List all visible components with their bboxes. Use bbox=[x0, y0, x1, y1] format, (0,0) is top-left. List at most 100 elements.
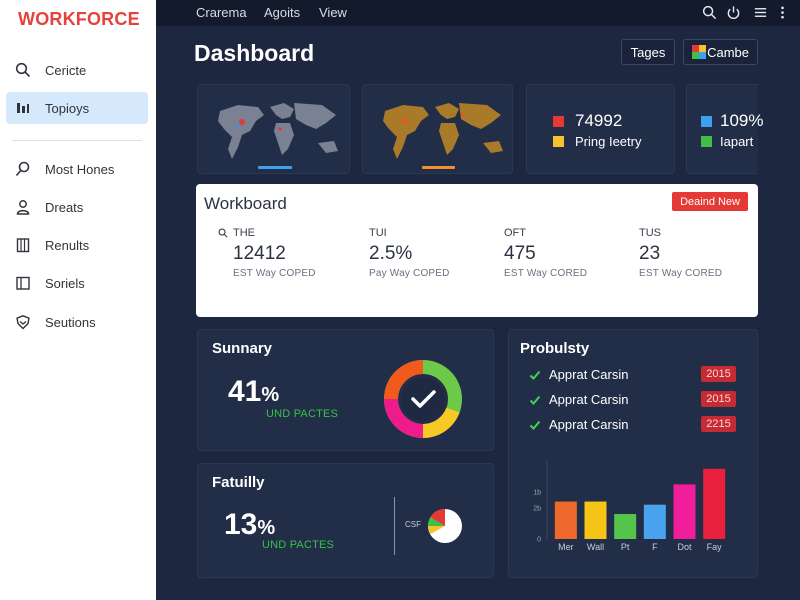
document-icon bbox=[14, 236, 32, 254]
summary-value: 41 bbox=[228, 375, 262, 408]
year-badge: 2015 bbox=[701, 391, 736, 407]
bar-mer bbox=[554, 501, 577, 539]
metric-label: THE bbox=[233, 227, 255, 239]
sidebar-item-label: Most Hones bbox=[45, 161, 115, 177]
tages-button[interactable]: Tages bbox=[621, 39, 675, 65]
stat-label: Iapart bbox=[720, 134, 754, 149]
workboard-panel: Workboard Deaind New THE 12412 EST Way C… bbox=[196, 184, 758, 317]
sidebar-item-label: Renults bbox=[45, 237, 90, 253]
workboard-metric: THE 12412 EST Way COPED bbox=[218, 226, 316, 279]
summary-unit: % bbox=[261, 384, 280, 406]
fatuilly-unit: % bbox=[257, 517, 276, 539]
bar-pt bbox=[614, 514, 637, 539]
search-icon bbox=[14, 160, 32, 178]
blue-square-icon bbox=[701, 115, 712, 127]
cambe-label: Cambe bbox=[707, 44, 749, 60]
summary-card: Sunnary 41% UND PACTES bbox=[197, 329, 494, 451]
fatuilly-pie-chart bbox=[428, 509, 462, 543]
yellow-square-icon bbox=[553, 136, 564, 147]
menu-crarema[interactable]: Crarema bbox=[196, 5, 247, 20]
metric-subtitle: EST Way CORED bbox=[504, 268, 588, 279]
fatuilly-subtitle: UND PACTES bbox=[262, 539, 335, 551]
sidebar-item-most-hones[interactable]: Most Hones bbox=[6, 153, 148, 185]
summary-donut-chart bbox=[384, 360, 462, 438]
metric-value: 475 bbox=[504, 243, 536, 264]
bar-f bbox=[643, 504, 666, 539]
probulsty-list-item[interactable]: Apprat Carsin bbox=[529, 392, 628, 407]
list-item-label: Apprat Carsin bbox=[549, 392, 629, 407]
x-tick-label: Fay bbox=[707, 542, 723, 552]
person-icon bbox=[14, 198, 32, 216]
x-tick-label: Wall bbox=[587, 542, 604, 552]
fatuilly-card: Fatuilly 13% UND PACTES CSF bbox=[197, 463, 494, 578]
menu-icon[interactable] bbox=[752, 4, 768, 20]
bar-wall bbox=[584, 501, 607, 539]
menu-view[interactable]: View bbox=[319, 5, 347, 20]
summary-subtitle: UND PACTES bbox=[266, 408, 339, 420]
pie-label: CSF bbox=[405, 520, 421, 529]
stat-card-left: 74992 Pring Ieetry bbox=[526, 84, 675, 174]
top-menu-bar bbox=[156, 0, 800, 26]
year-badge: 2215 bbox=[701, 416, 736, 432]
probulsty-bar-chart: 0 2b 1b Mer Wall Pt F Dot Fay bbox=[533, 461, 726, 552]
x-tick-label: F bbox=[652, 542, 658, 552]
workboard-metric: TUI 2.5% Pay Way COPED bbox=[369, 226, 450, 279]
list-item-label: Apprat Carsin bbox=[549, 417, 629, 432]
sidebar-item-label: Soriels bbox=[45, 275, 85, 291]
sidebar-item-label: Dreats bbox=[45, 199, 84, 215]
metric-value: 2.5% bbox=[369, 243, 413, 264]
workboard-title: Workboard bbox=[204, 194, 287, 213]
stat-value: 74992 bbox=[575, 111, 623, 130]
metric-value: 23 bbox=[639, 243, 661, 264]
metric-label: TUI bbox=[369, 227, 387, 239]
metric-subtitle: Pay Way COPED bbox=[369, 268, 450, 279]
cambe-button[interactable]: Cambe bbox=[683, 39, 758, 65]
shield-icon bbox=[14, 313, 32, 331]
search-icon bbox=[14, 61, 32, 79]
y-tick-label: 0 bbox=[537, 537, 541, 544]
x-tick-label: Dot bbox=[677, 542, 692, 552]
check-icon bbox=[529, 369, 541, 381]
sidebar: WORKFORCE Cericte Topioys Most Hones Dre… bbox=[0, 0, 156, 600]
sidebar-item-topioys[interactable]: Topioys bbox=[6, 92, 148, 124]
bar-dot bbox=[673, 484, 696, 539]
summary-percent: 41% bbox=[228, 375, 279, 409]
sidebar-item-soriels[interactable]: Soriels bbox=[6, 267, 148, 299]
metric-label-row: THE bbox=[218, 226, 316, 240]
probulsty-card: Probulsty Apprat Carsin 2015 Apprat Cars… bbox=[508, 329, 758, 578]
year-badge: 2015 bbox=[701, 366, 736, 382]
map-indicator bbox=[258, 166, 292, 169]
search-icon bbox=[218, 228, 228, 238]
stat-value-row: 109% bbox=[701, 111, 763, 131]
world-map-card-gold[interactable] bbox=[362, 84, 513, 174]
search-icon[interactable] bbox=[701, 4, 717, 20]
stat-value: 109% bbox=[720, 111, 764, 130]
power-icon[interactable] bbox=[725, 4, 741, 20]
menu-agoits[interactable]: Agoits bbox=[264, 5, 301, 20]
metric-value: 12412 bbox=[233, 243, 286, 264]
green-square-icon bbox=[701, 136, 712, 147]
workboard-metric: OFT 475 EST Way CORED bbox=[504, 226, 587, 279]
deaind-new-button[interactable]: Deaind New bbox=[672, 192, 748, 211]
probulsty-list-item[interactable]: Apprat Carsin bbox=[529, 417, 628, 432]
world-map-card-gray[interactable] bbox=[197, 84, 350, 174]
map-indicator bbox=[422, 166, 455, 169]
workboard-metric: TUS 23 EST Way CORED bbox=[639, 226, 722, 279]
stat-label: Pring Ieetry bbox=[575, 134, 642, 149]
sidebar-item-dreats[interactable]: Dreats bbox=[6, 191, 148, 223]
cambe-logo-icon bbox=[692, 45, 706, 59]
sidebar-item-renults[interactable]: Renults bbox=[6, 229, 148, 261]
metric-label: OFT bbox=[504, 227, 526, 239]
red-square-icon bbox=[553, 115, 564, 127]
metric-subtitle: EST Way CORED bbox=[639, 268, 723, 279]
sidebar-item-cericte[interactable]: Cericte bbox=[6, 54, 148, 86]
probulsty-title: Probulsty bbox=[520, 340, 590, 357]
x-tick-label: Mer bbox=[558, 542, 574, 552]
more-vertical-icon[interactable] bbox=[774, 4, 790, 20]
sidebar-item-label: Cericte bbox=[45, 62, 87, 78]
fatuilly-value: 13 bbox=[224, 508, 258, 541]
sidebar-item-label: Topioys bbox=[45, 100, 90, 116]
stat-card-right: 109% Iapart bbox=[686, 84, 763, 174]
sidebar-item-seutions[interactable]: Seutions bbox=[6, 306, 148, 338]
probulsty-list-item[interactable]: Apprat Carsin bbox=[529, 367, 628, 382]
